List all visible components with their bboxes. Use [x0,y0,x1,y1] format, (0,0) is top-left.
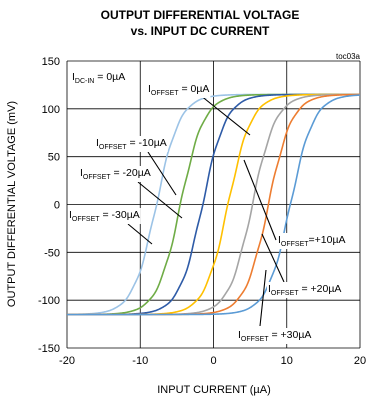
annotations: IDC-IN = 0µA IOFFSET = 0µA IOFFSET = -10µA… [68,70,347,344]
grid [66,60,361,349]
annotation-arrow-2 [137,181,183,219]
figure-id: toc03a [336,52,361,61]
y-tick-label-4: 50 [48,152,60,164]
y-tick-label-0: -150 [38,343,60,355]
x-axis-title: INPUT CURRENT (µA) [157,384,271,396]
series-lines [66,93,361,316]
annotation-arrow-1 [147,151,177,196]
annotation-label-5: IOFFSET = +20µA [267,282,343,298]
annotation-label-2: IOFFSET = -20µA [79,166,152,182]
annotation-arrow-0 [199,94,251,136]
annotation-arrow-4 [243,159,277,241]
annotation-label-4: IOFFSET=+10µA [277,233,347,249]
y-tick-label-3: 0 [54,200,60,212]
annotation-label-1: IOFFSET = -10µA [95,136,168,152]
annotation-arrow-6 [259,269,267,327]
annotation-label-0: IOFFSET = 0µA [147,82,211,98]
svg-text:IOFFSET = -10µA: IOFFSET = -10µA [96,137,167,151]
x-tick-label-0: -20 [59,355,75,367]
x-tick-label-1: -10 [132,355,148,367]
x-tick-label-2: 0 [210,355,216,367]
svg-text:IOFFSET = -30µA: IOFFSET = -30µA [69,209,140,223]
annotation-arrow-5 [261,233,285,283]
svg-text:IOFFSET = +30µA: IOFFSET = +30µA [238,329,311,343]
svg-text:IOFFSET = -20µA: IOFFSET = -20µA [80,167,151,181]
svg-text:IOFFSET = +20µA: IOFFSET = +20µA [268,283,341,297]
annotation-label-3: IOFFSET = -30µA [68,208,141,224]
y-tick-label-2: -50 [44,247,60,259]
chart-title: OUTPUT DIFFERENTIAL VOLTAGE [101,8,300,22]
y-axis-title: OUTPUT DIFFERENTIAL VOLTAGE (mV) [6,101,18,307]
y-tick-label-1: -100 [38,295,60,307]
svg-text:IDC-IN = 0µA: IDC-IN = 0µA [72,71,125,85]
annotation-label-6: IOFFSET = +30µA [237,328,313,344]
y-tick-label-5: 100 [42,104,60,116]
x-tick-label-3: 10 [281,355,293,367]
y-tick-label-6: 150 [42,56,60,68]
series-line-6 [67,94,361,316]
x-tick-label-4: 20 [354,355,366,367]
chart-subtitle: vs. INPUT DC CURRENT [131,24,270,38]
condition-label: IDC-IN = 0µA [71,70,127,86]
annotation-arrow-3 [127,223,153,245]
svg-text:IOFFSET = 0µA: IOFFSET = 0µA [148,83,209,97]
svg-text:IOFFSET=+10µA: IOFFSET=+10µA [278,234,346,248]
